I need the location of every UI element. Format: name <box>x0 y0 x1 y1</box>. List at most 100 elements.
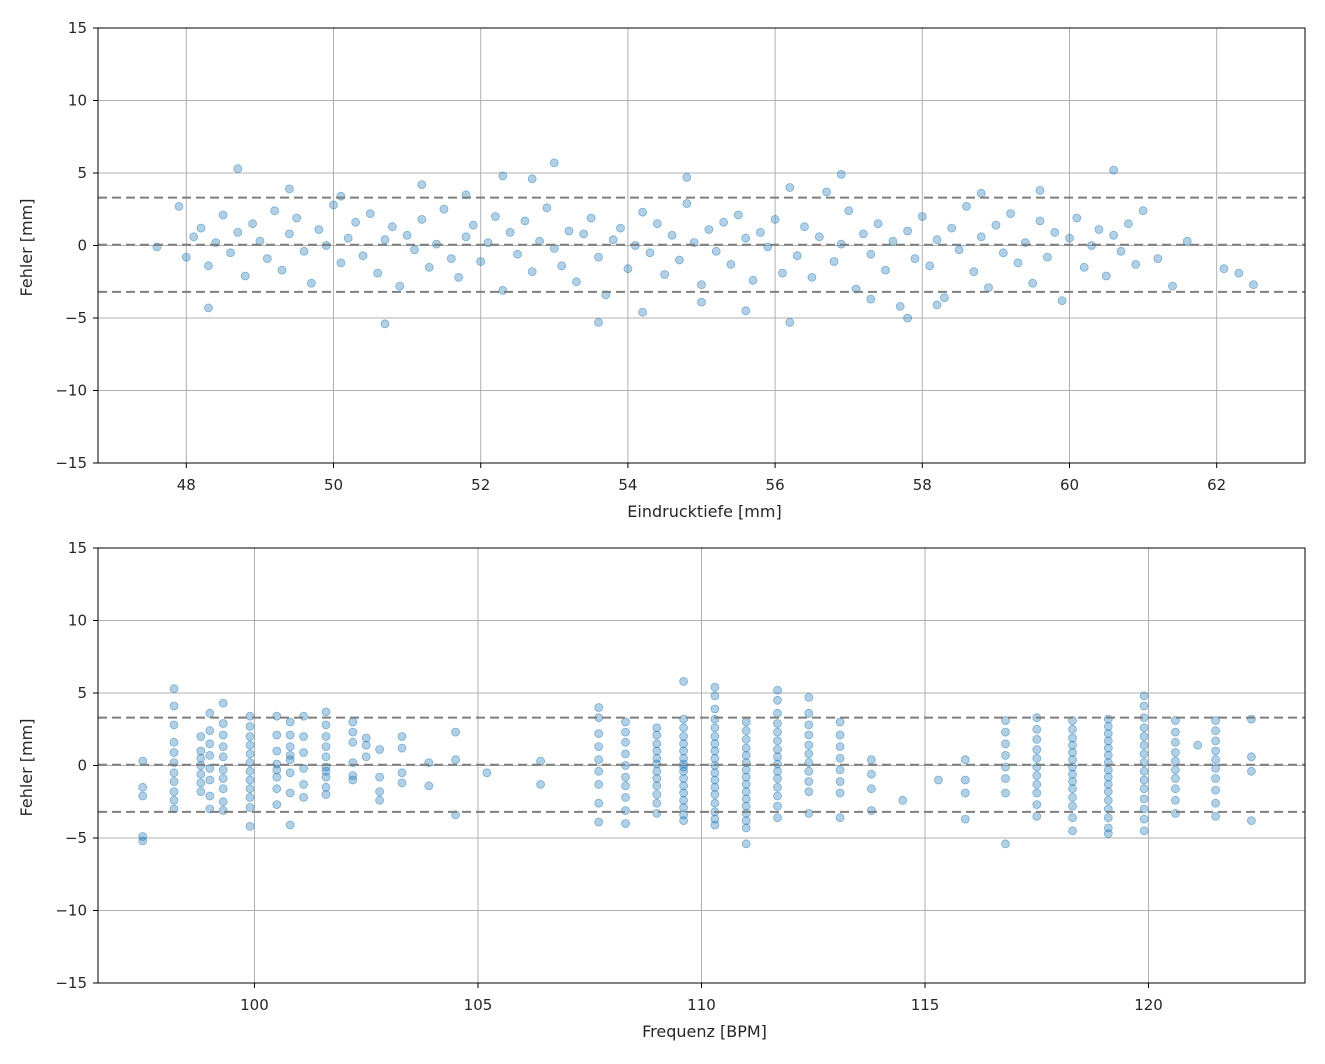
data-point <box>1211 755 1220 765</box>
data-point <box>240 271 250 281</box>
data-point <box>1211 736 1220 746</box>
data-point <box>679 762 688 772</box>
data-point <box>205 739 215 749</box>
data-point <box>1032 780 1042 789</box>
data-point <box>741 717 751 727</box>
data-point <box>169 684 179 694</box>
data-point <box>1032 753 1042 763</box>
data-point <box>679 795 688 805</box>
data-point <box>770 214 780 224</box>
data-point <box>1139 766 1149 776</box>
data-point <box>272 711 282 721</box>
data-point <box>1139 794 1149 804</box>
data-point <box>1247 714 1256 724</box>
data-point <box>218 698 228 708</box>
data-point <box>679 739 688 749</box>
data-point <box>741 726 751 736</box>
data-point <box>218 784 228 794</box>
data-point <box>1171 784 1180 794</box>
data-point <box>741 765 751 775</box>
data-point <box>245 766 255 776</box>
data-point <box>652 730 662 740</box>
data-point <box>1068 826 1077 836</box>
data-point <box>1139 814 1149 824</box>
data-point <box>169 720 179 730</box>
data-point <box>748 275 758 285</box>
data-point <box>1103 772 1113 782</box>
data-point <box>682 199 692 208</box>
data-point <box>375 772 385 782</box>
data-point <box>169 748 179 757</box>
data-point <box>773 801 782 811</box>
data-point <box>397 778 407 788</box>
data-point <box>1068 777 1077 786</box>
data-point <box>835 765 845 775</box>
data-point <box>1139 723 1149 733</box>
data-point <box>710 782 720 792</box>
data-point <box>621 819 630 828</box>
data-point <box>679 781 688 791</box>
data-point <box>1139 775 1149 785</box>
data-point <box>785 317 795 327</box>
data-point <box>932 300 942 310</box>
data-point <box>1072 213 1082 223</box>
y-tick-label: −5 <box>65 309 87 327</box>
x-tick-label: 115 <box>911 996 940 1014</box>
data-point <box>579 229 589 239</box>
data-point <box>652 781 662 791</box>
data-point <box>314 225 324 234</box>
data-point <box>962 201 971 211</box>
data-point <box>773 708 782 718</box>
data-point <box>679 774 688 783</box>
data-point <box>245 749 255 759</box>
data-point <box>361 740 371 750</box>
data-point <box>652 723 662 733</box>
data-point <box>976 232 986 242</box>
data-point <box>505 227 515 237</box>
data-point <box>336 191 346 201</box>
data-point <box>205 764 215 773</box>
data-point <box>679 746 688 756</box>
data-point <box>804 787 814 796</box>
data-point <box>710 691 720 701</box>
data-point <box>594 755 604 765</box>
data-point <box>741 780 751 789</box>
data-point <box>1068 813 1077 823</box>
data-point <box>205 791 215 801</box>
data-point <box>741 306 751 316</box>
data-point <box>461 232 471 242</box>
data-point <box>218 774 228 783</box>
data-point <box>520 216 530 226</box>
x-tick-label: 110 <box>687 996 716 1014</box>
data-point <box>773 745 782 754</box>
data-point <box>710 775 720 785</box>
data-point <box>710 704 720 714</box>
data-point <box>679 714 688 724</box>
data-point <box>1139 701 1149 711</box>
data-point <box>710 723 720 733</box>
data-point <box>1068 740 1077 750</box>
data-point <box>285 768 295 778</box>
x-tick-label: 58 <box>913 476 932 494</box>
x-axis-label: Frequenz [BPM] <box>642 1022 767 1041</box>
data-point <box>446 254 456 264</box>
data-point <box>373 268 383 278</box>
data-point <box>1068 724 1077 734</box>
data-point <box>321 782 331 792</box>
data-point <box>272 765 282 775</box>
data-point <box>218 742 228 751</box>
data-point <box>285 788 295 798</box>
data-point <box>1139 732 1149 741</box>
data-point <box>272 746 282 756</box>
data-point <box>773 782 782 792</box>
data-point <box>1103 714 1113 724</box>
data-point <box>652 774 662 783</box>
data-point <box>527 267 537 277</box>
data-point <box>1171 727 1180 737</box>
data-point <box>991 220 1001 230</box>
data-point <box>218 765 228 775</box>
data-point <box>623 264 633 274</box>
data-point <box>756 227 765 237</box>
data-point <box>196 778 206 788</box>
data-point <box>169 795 179 805</box>
